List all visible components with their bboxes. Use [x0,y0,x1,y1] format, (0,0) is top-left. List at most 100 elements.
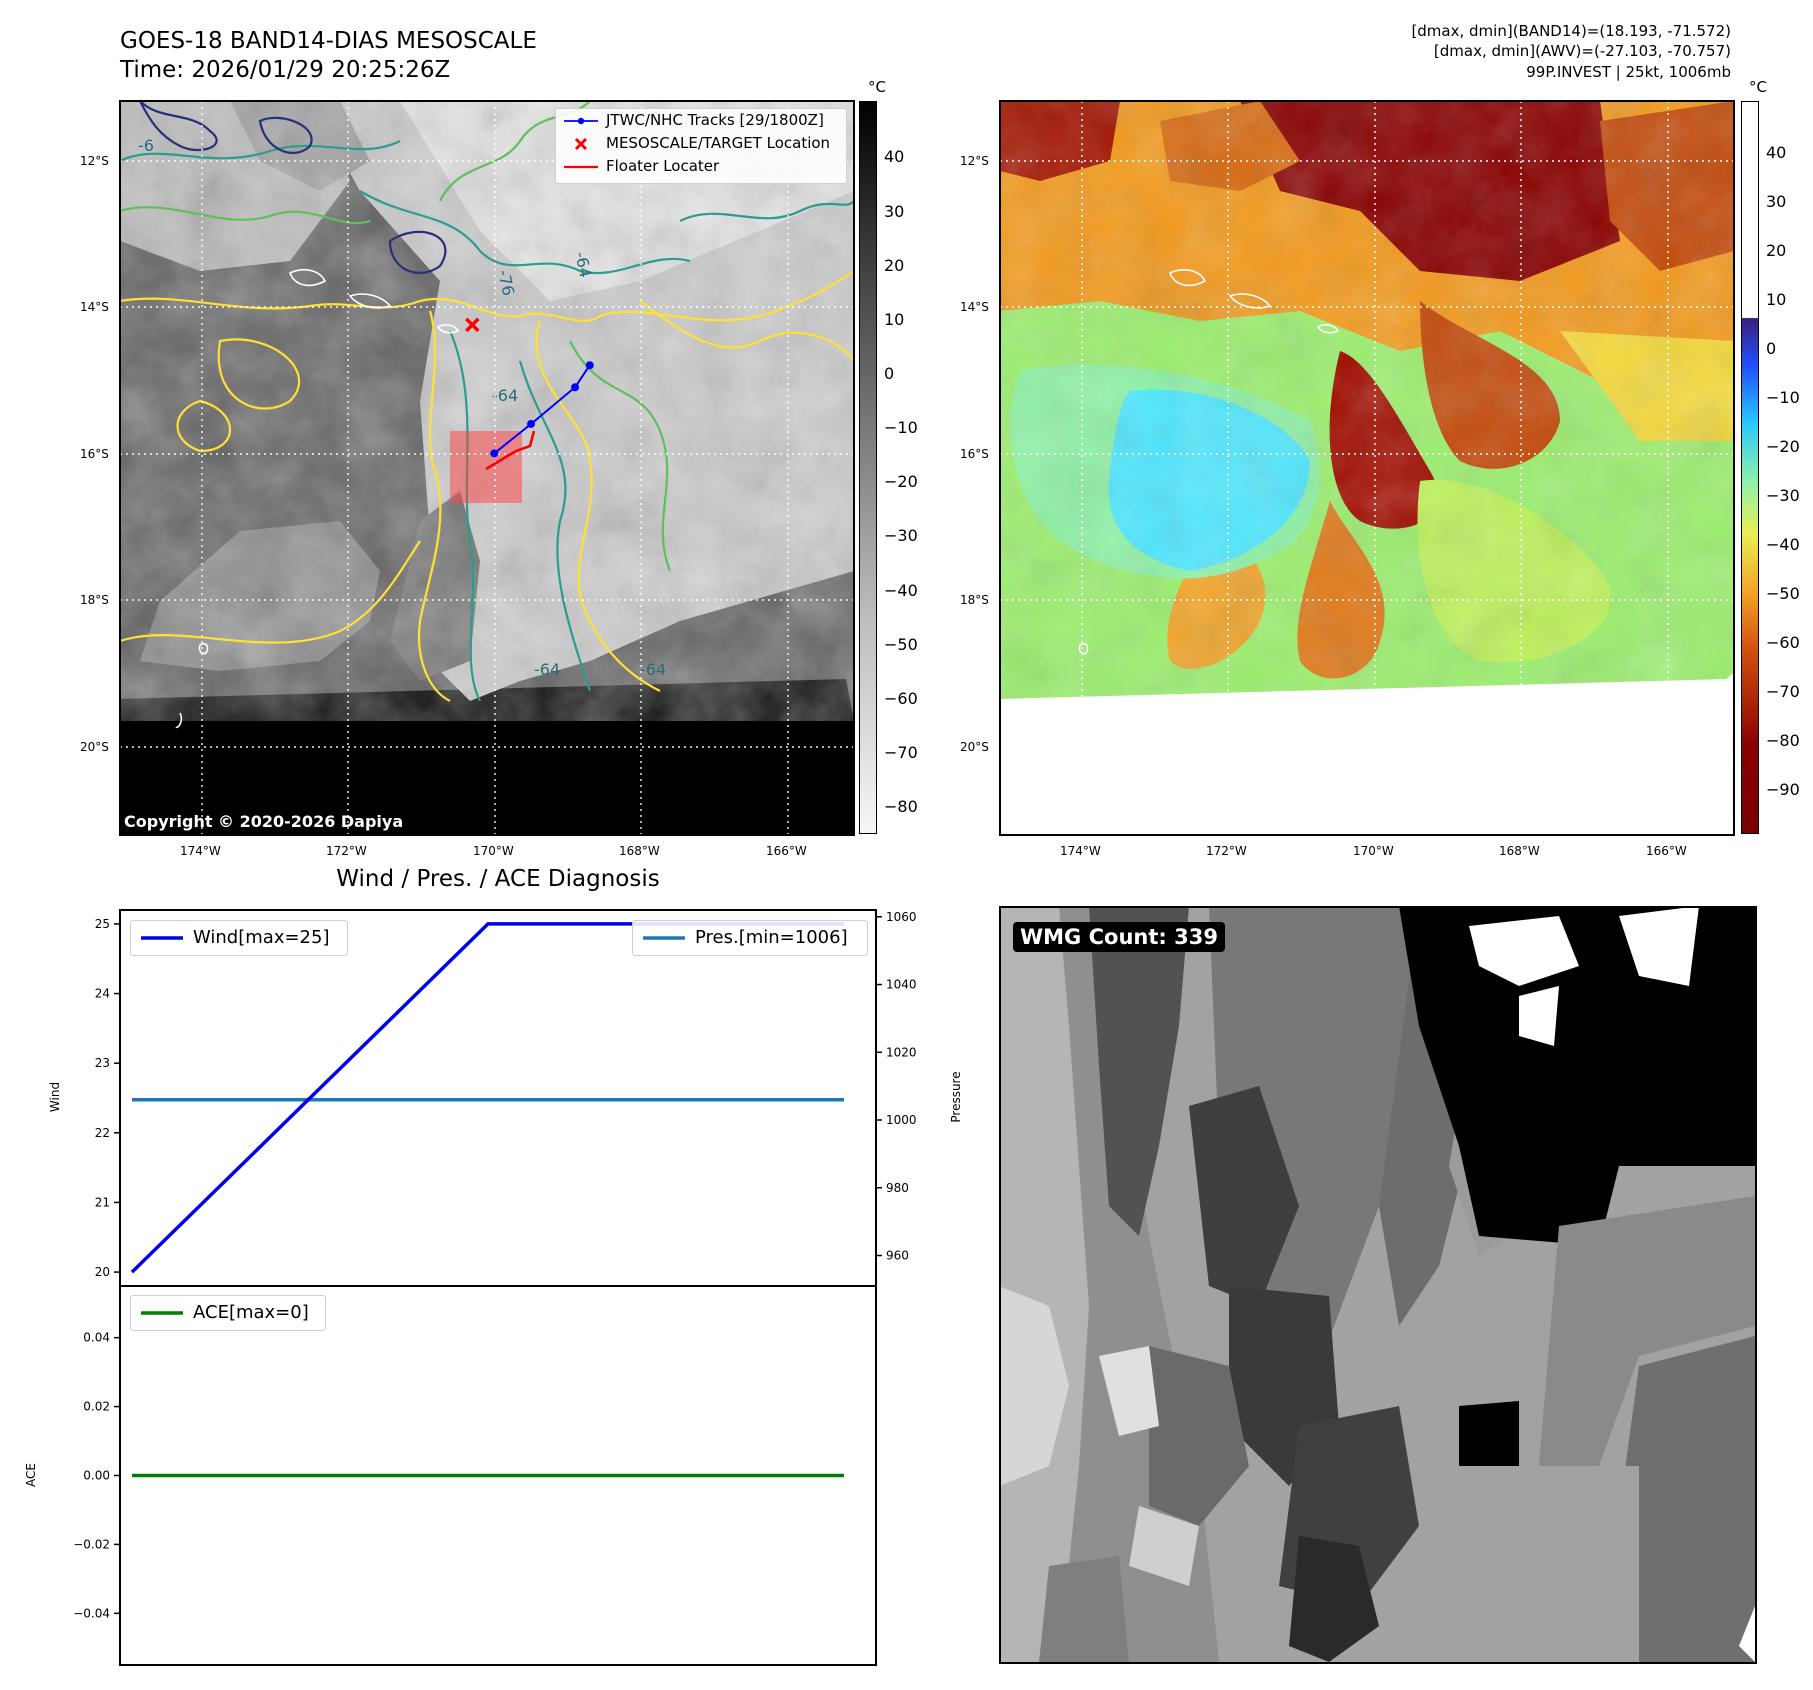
jtwc-track-point [527,419,536,428]
cbl-tick-m40: −40 [884,581,918,600]
wmg-panel [999,906,1755,1662]
jtwc-track-point [490,449,499,458]
lat-label-16s: 16°S [80,447,109,461]
cbr-tick-m20: −20 [1766,437,1800,456]
cbl-tick-m10: −10 [884,418,918,437]
wind-axis-ticks: 25 24 23 22 21 20 [95,917,120,1279]
legend-target: MESOSCALE/TARGET Location [556,132,846,155]
cbl-tick-0: 0 [884,364,895,383]
legend-ace-text: ACE[max=0] [193,1302,309,1323]
contour-label-5: -64 [640,660,666,679]
cbr-tick-m10: −10 [1766,388,1800,407]
ace-tick-2: 0.00 [83,1469,110,1483]
cbr-tick-m70: −70 [1766,682,1800,701]
floater-locater-line [485,430,536,471]
awv-gridlines [1000,101,1734,701]
awv-lat-label-20s: 20°S [960,740,989,754]
lon-label-168w: 168°W [619,844,660,858]
awv-lon-label-166w: 166°W [1646,844,1687,858]
pressure-tick-0: 1060 [886,910,917,924]
wmg-panel-frame [999,906,1757,1664]
awv-coastline-tutuila [1316,324,1340,334]
ace-tick-1: 0.02 [83,1400,110,1414]
chart-title: GOES-18 BAND14-DIAS MESOSCALE [120,28,537,54]
cbr-tick-m80: −80 [1766,731,1800,750]
colorbar-right [1741,101,1759,834]
coastline-island-b [175,712,183,729]
copyright-text: Copyright © 2020-2026 Dapiya [124,812,403,831]
pressure-tick-5: 960 [886,1249,909,1263]
diagnosis-series [130,922,844,1478]
awv-lat-label-18s: 18°S [960,593,989,607]
coastline-tutuila [436,324,460,334]
cbr-tick-m30: −30 [1766,486,1800,505]
pressure-tick-1: 1040 [886,978,917,992]
cbr-tick-m60: −60 [1766,633,1800,652]
ace-tick-0: 0.04 [83,1331,110,1345]
band14-map: -76 -64 -64 -64 -64 -6 [120,101,854,835]
awv-lon-label-170w: 170°W [1353,844,1394,858]
colorbar-left-unit: °C [868,78,886,96]
jtwc-track-line [493,364,591,455]
cbl-tick-10: 10 [884,310,905,329]
lat-label-14s: 14°S [80,300,109,314]
legend-ace-box: ACE[max=0] [130,1295,326,1331]
cbl-tick-m80: −80 [884,797,918,816]
target-location-marker [465,317,480,333]
legend-pressure-text: Pres.[min=1006] [695,927,848,948]
cbl-tick-m30: −30 [884,526,918,545]
coastline-samoa-savaii [288,269,327,287]
awv-lat-label-16s: 16°S [960,447,989,461]
cbl-tick-m70: −70 [884,743,918,762]
map-gridlines [120,101,854,835]
band14-map-frame [119,100,855,836]
awv-coastline-savaii [1168,269,1207,287]
wind-tick-4: 21 [95,1195,110,1209]
wind-tick-5: 20 [95,1265,110,1279]
wind-axis-label: Wind [48,1082,62,1112]
pressure-axis-label: Pressure [949,1071,963,1122]
info-awv-range: [dmax, dmin](AWV)=(-27.103, -70.757) [1433,42,1731,60]
colorbar-left [859,101,877,834]
cbr-tick-0: 0 [1766,339,1777,358]
legend-pressure-box: Pres.[min=1006] [632,920,868,956]
lon-label-166w: 166°W [766,844,807,858]
lon-label-172w: 172°W [326,844,367,858]
diagnosis-title: Wind / Pres. / ACE Diagnosis [336,866,660,892]
coastline-island-a [198,642,209,655]
cbr-tick-m40: −40 [1766,535,1800,554]
pressure-tick-3: 1000 [886,1113,917,1127]
track-layer [465,317,594,458]
coastline-samoa-upolu [348,293,392,309]
info-storm-summary: 99P.INVEST | 25kt, 1006mb [1526,63,1731,81]
lat-label-20s: 20°S [80,740,109,754]
wind-tick-2: 23 [95,1056,110,1070]
jtwc-track-point [571,383,580,392]
wind-tick-0: 25 [95,917,110,931]
cbr-tick-10: 10 [1766,290,1787,309]
wmg-count-badge: WMG Count: 339 [1013,922,1225,952]
awv-coastline-island [1078,642,1089,655]
legend-wind-text: Wind[max=25] [193,927,330,948]
cbr-tick-40: 40 [1766,143,1787,162]
floater-box [450,431,522,503]
lon-label-174w: 174°W [180,844,221,858]
awv-map-frame [999,100,1735,836]
ace-axis-ticks: 0.04 0.02 0.00 −0.02 −0.04 [73,1331,120,1620]
contour-label-4: -64 [534,660,560,679]
cbl-tick-30: 30 [884,202,905,221]
cbl-tick-40: 40 [884,147,905,166]
cbr-tick-m50: −50 [1766,584,1800,603]
wind-tick-1: 24 [95,987,110,1001]
lat-label-12s: 12°S [80,154,109,168]
awv-lon-label-172w: 172°W [1206,844,1247,858]
legend-wind-box: Wind[max=25] [130,920,348,956]
ace-tick-3: −0.02 [73,1537,110,1551]
cbl-tick-m60: −60 [884,689,918,708]
lat-label-18s: 18°S [80,593,109,607]
pressure-tick-4: 980 [886,1181,909,1195]
contour-label-6: -6 [138,136,154,155]
map-legend: JTWC/NHC Tracks [29/1800Z] MESOSCALE/TAR… [555,108,847,184]
diagnosis-chart: 25 24 23 22 21 20 1060 1040 1020 1000 980 960 0.04… [24,909,963,1666]
cbl-tick-m20: −20 [884,472,918,491]
